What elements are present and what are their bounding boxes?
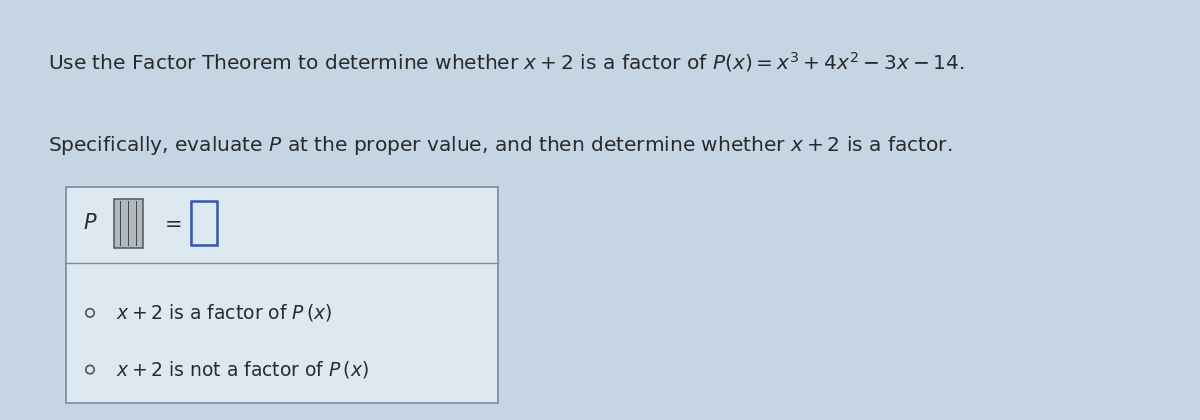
Text: $=$: $=$ (160, 213, 181, 234)
Text: Use the Factor Theorem to determine whether $x+2$ is a factor of $P\left(x\right: Use the Factor Theorem to determine whet… (48, 50, 965, 74)
Bar (191, 201, 217, 245)
Text: $x + 2$ is not a factor of $P\,(x)$: $x + 2$ is not a factor of $P\,(x)$ (116, 359, 370, 380)
Text: $x + 2$ is a factor of $P\,(x)$: $x + 2$ is a factor of $P\,(x)$ (116, 302, 332, 323)
Text: $P$: $P$ (83, 213, 97, 234)
Text: Specifically, evaluate $P$ at the proper value, and then determine whether $x+2$: Specifically, evaluate $P$ at the proper… (48, 134, 953, 158)
Bar (114, 199, 143, 247)
Ellipse shape (86, 309, 95, 317)
Ellipse shape (86, 365, 95, 374)
